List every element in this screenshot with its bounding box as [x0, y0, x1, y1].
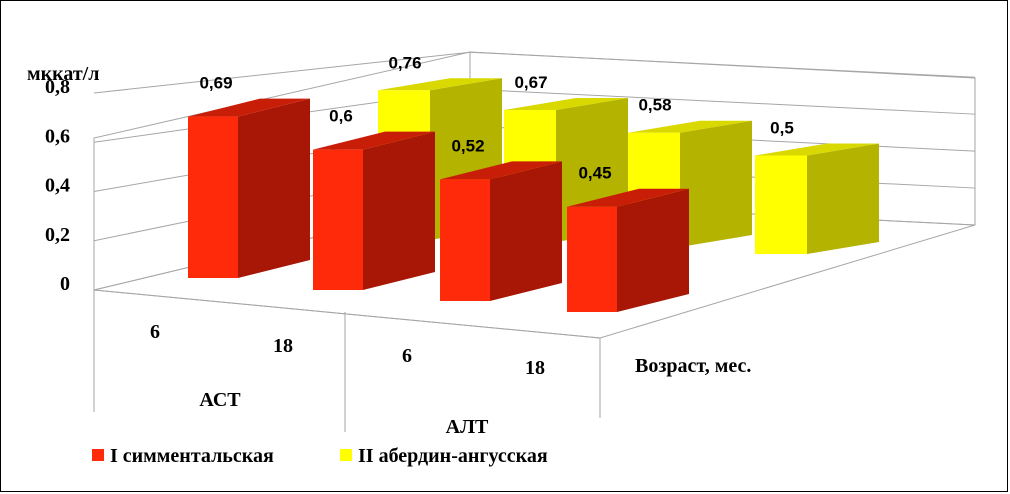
- bar-front: [313, 149, 363, 290]
- category-label: 18: [525, 357, 545, 379]
- legend-label: II абердин-ангусская: [358, 445, 548, 467]
- category-label: 6: [402, 345, 412, 367]
- bar-front: [567, 206, 617, 312]
- bar-top: [628, 120, 752, 133]
- bar-top: [755, 143, 879, 156]
- bar-side: [680, 120, 752, 247]
- category-axis-lines: [93, 289, 601, 432]
- group-label: АЛТ: [446, 416, 489, 438]
- legend: I симментальская II абердин-ангусская: [92, 445, 548, 467]
- data-label: 0,69: [199, 74, 232, 93]
- bar-front: [755, 155, 807, 254]
- bar-top: [378, 78, 502, 91]
- y-tick-label: 0,6: [45, 125, 70, 147]
- x-axis-title: Возраст, мес.: [635, 355, 751, 377]
- bar-top: [440, 161, 562, 180]
- data-label: 0,5: [770, 119, 794, 138]
- bar-side: [807, 143, 879, 254]
- data-label: 0,76: [388, 53, 421, 72]
- legend-swatch: [92, 449, 104, 461]
- bar-series1: [567, 188, 689, 312]
- group-label: АСТ: [199, 389, 241, 411]
- category-label: 18: [273, 335, 293, 357]
- y-tick-label: 0,8: [45, 76, 70, 98]
- data-label: 0,58: [638, 96, 671, 115]
- bar-series1: [440, 161, 562, 301]
- legend-label: I симментальская: [110, 445, 274, 467]
- y-tick-label: 0,4: [45, 175, 70, 197]
- data-label: 0,45: [578, 164, 611, 183]
- bar-top: [504, 98, 628, 111]
- y-tick-label: 0,2: [45, 224, 70, 246]
- bar-side: [617, 188, 689, 312]
- y-axis-title: мккат/л: [27, 63, 99, 85]
- bar-top: [313, 131, 435, 150]
- data-label: 0,52: [451, 136, 484, 155]
- bar-series1: [313, 131, 435, 290]
- bar-side: [363, 131, 435, 290]
- y-tick-label: 0: [60, 273, 70, 295]
- bar-series1: [188, 98, 310, 278]
- bar-front: [440, 179, 490, 301]
- bar-top: [188, 98, 310, 117]
- data-label: 0,67: [514, 73, 547, 92]
- data-label: 0,6: [329, 107, 353, 126]
- legend-swatch: [340, 449, 352, 461]
- bars: [188, 78, 879, 312]
- bar-side: [238, 98, 310, 278]
- bar-series2: [755, 143, 879, 254]
- category-label: 6: [150, 321, 160, 343]
- bar-front: [188, 116, 238, 278]
- bar-top: [567, 188, 689, 207]
- bar-side: [490, 161, 562, 301]
- gridline: [93, 51, 976, 94]
